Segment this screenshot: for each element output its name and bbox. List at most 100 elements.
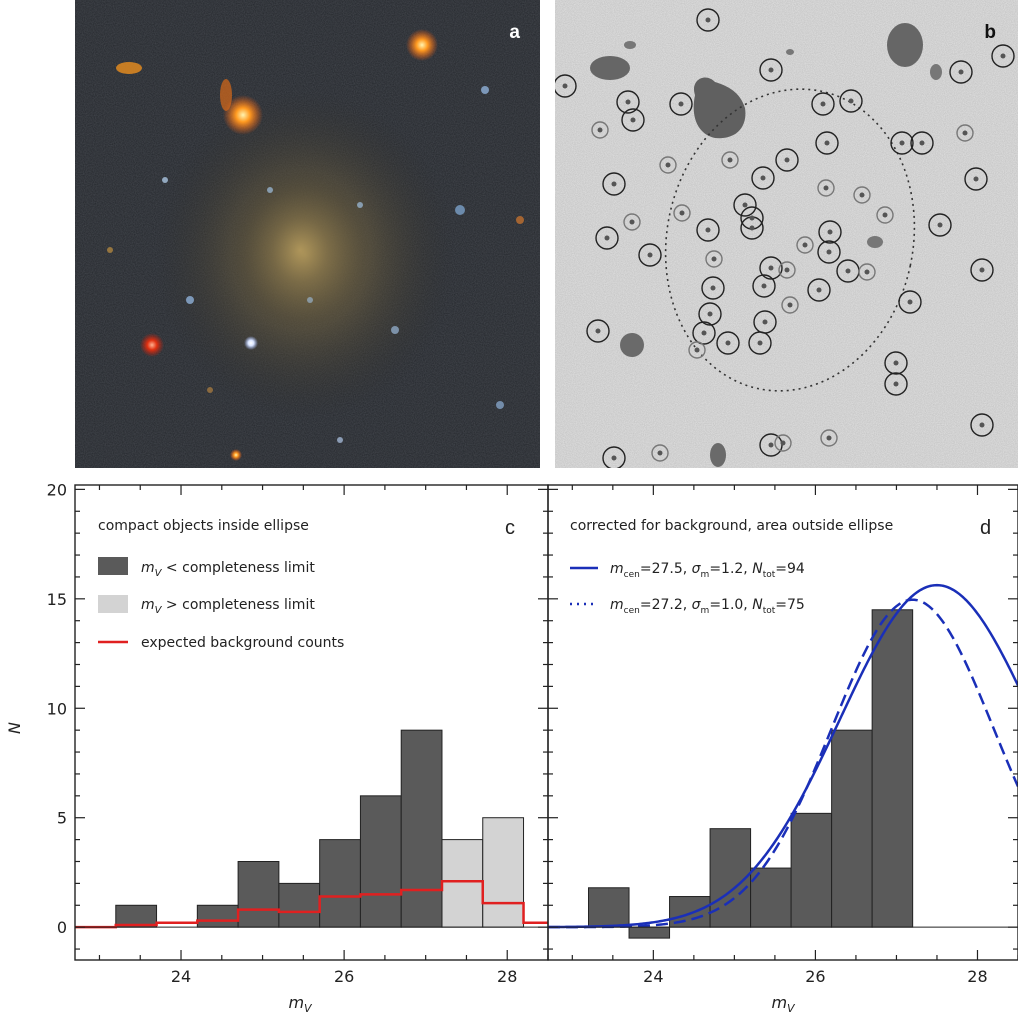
object-dot: [816, 287, 822, 293]
object-circle-small: [688, 341, 706, 359]
object-dot: [979, 267, 985, 273]
object-dot: [826, 435, 832, 441]
background-counts-step-line: [75, 879, 548, 929]
object-dot: [597, 127, 603, 133]
object-dot: [604, 235, 610, 241]
panel-d-title: corrected for background, area outside e…: [570, 518, 893, 534]
object-dot: [749, 225, 755, 231]
object-circle-small: [721, 151, 739, 169]
object-circle-large: [669, 92, 693, 116]
y-tick-label: 15: [47, 590, 67, 609]
object-dot: [705, 17, 711, 23]
panel-c-xlabel: mV: [288, 993, 313, 1015]
legend-red-label: expected background counts: [141, 635, 344, 651]
object-circle-small: [781, 296, 799, 314]
object-dot: [826, 249, 832, 255]
object-dot: [845, 268, 851, 274]
object-dot: [611, 181, 617, 187]
object-circle-large: [586, 319, 610, 343]
object-circle-large: [602, 172, 626, 196]
object-circle-large: [991, 44, 1015, 68]
object-dot: [725, 340, 731, 346]
object-circle-large: [818, 220, 842, 244]
object-dot: [768, 442, 774, 448]
object-dot: [882, 212, 888, 218]
object-dot: [611, 455, 617, 461]
plot-frame: [547, 484, 1018, 961]
object-dot: [678, 101, 684, 107]
object-circle-large: [638, 243, 662, 267]
detected-object-circles: [555, 8, 1015, 468]
object-circle-large: [555, 74, 577, 98]
object-circle-small: [673, 204, 691, 222]
panel-a-letter: a: [509, 22, 520, 43]
object-circle-large: [815, 131, 839, 155]
object-circle-small: [651, 444, 669, 462]
object-dot: [919, 140, 925, 146]
object-dot: [787, 302, 793, 308]
y-tick-label: 10: [47, 699, 67, 718]
object-dot: [768, 265, 774, 271]
legend-light-label: mV > completeness limit: [141, 597, 315, 616]
panel-c-histogram: 24 26 28 0 5 10 15 20 compact objects inside el…: [5, 480, 549, 1015]
object-circle-small: [817, 179, 835, 197]
object-dot: [893, 360, 899, 366]
object-circle-large: [884, 372, 908, 396]
object-circle-large: [716, 331, 740, 355]
object-dot: [562, 83, 568, 89]
object-dot: [630, 117, 636, 123]
object-circle-large: [696, 8, 720, 32]
gaussian-fit-curve: [548, 598, 1018, 929]
panel-b-letter: b: [984, 22, 996, 43]
object-circle-small: [876, 206, 894, 224]
object-dot: [907, 299, 913, 305]
object-dot: [859, 192, 865, 198]
panel-a-galaxy-image: a: [75, 0, 540, 468]
object-circle-large: [621, 108, 645, 132]
object-dot: [694, 347, 700, 353]
object-dot: [958, 69, 964, 75]
object-circle-large: [602, 446, 626, 468]
object-dot: [711, 256, 717, 262]
object-dot: [727, 157, 733, 163]
x-tick-label: 28: [497, 967, 517, 986]
object-circle-large: [751, 166, 775, 190]
panel-d-letter: d: [980, 517, 991, 539]
object-circle-small: [591, 121, 609, 139]
legend-fit-solid-label: mcen=27.5, σm=1.2, Ntot=94: [610, 561, 805, 580]
object-circle-large: [839, 89, 863, 113]
y-tick-label: 5: [57, 809, 67, 828]
object-dot: [679, 210, 685, 216]
object-circle-large: [748, 331, 772, 355]
object-dot: [710, 285, 716, 291]
histogram-bar: [750, 867, 792, 928]
object-circle-large: [595, 226, 619, 250]
object-dot: [899, 140, 905, 146]
histogram-bar: [482, 817, 525, 928]
object-circle-large: [817, 240, 841, 264]
panel-c-letter: c: [505, 517, 515, 539]
panel-c-title: compact objects inside ellipse: [98, 518, 309, 534]
object-dot: [742, 202, 748, 208]
panel-b-greyscale-image: b: [555, 0, 1018, 468]
histogram-bar: [628, 926, 671, 939]
object-circle-small: [659, 156, 677, 174]
legend-light-swatch: [98, 595, 128, 613]
object-dot: [701, 330, 707, 336]
object-dot: [625, 99, 631, 105]
object-circle-large: [970, 258, 994, 282]
histogram-bar: [790, 812, 833, 928]
legend-dark-label: mV < completeness limit: [141, 560, 315, 579]
histogram-bar: [400, 729, 443, 928]
object-circle-large: [928, 213, 952, 237]
y-tick-label: 20: [47, 480, 67, 499]
object-dot: [629, 219, 635, 225]
object-dot: [962, 130, 968, 136]
legend-fit-dotted-label: mcen=27.2, σm=1.0, Ntot=75: [610, 597, 805, 616]
object-circle-small: [956, 124, 974, 142]
panel-d-xlabel: mV: [771, 993, 796, 1015]
object-circle-large: [698, 302, 722, 326]
object-dot: [647, 252, 653, 258]
object-dot: [768, 67, 774, 73]
